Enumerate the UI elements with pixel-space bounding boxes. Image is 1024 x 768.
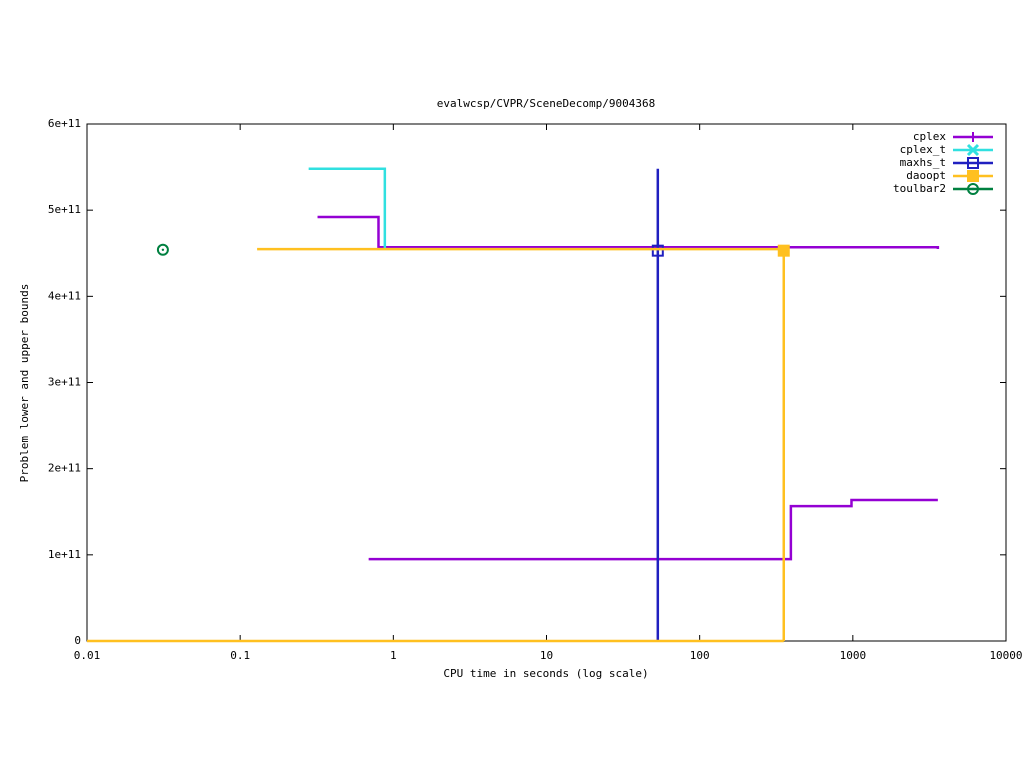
legend-label: daoopt	[906, 169, 946, 182]
chart-title: evalwcsp/CVPR/SceneDecomp/9004368	[437, 97, 656, 110]
legend-label: cplex	[913, 130, 946, 143]
y-tick-label: 4e+11	[48, 289, 81, 302]
legend-label: cplex_t	[900, 143, 946, 156]
marker	[966, 143, 980, 157]
legend-label: maxhs_t	[900, 156, 946, 169]
plot-border	[86, 123, 1007, 642]
x-axis-label: CPU time in seconds (log scale)	[443, 667, 648, 680]
legend-label: toulbar2	[893, 182, 946, 195]
marker	[967, 170, 979, 182]
y-tick-label: 3e+11	[48, 376, 81, 389]
x-tick-label: 1000	[840, 649, 867, 662]
marker	[777, 244, 790, 257]
y-axis-label: Problem lower and upper bounds	[18, 284, 31, 483]
series-line	[308, 167, 387, 250]
x-tick-label: 0.01	[74, 649, 101, 662]
marker	[156, 243, 169, 256]
marker	[967, 157, 979, 169]
y-tick-label: 1e+11	[48, 548, 81, 561]
marker	[651, 244, 664, 257]
y-tick-label: 0	[74, 634, 81, 647]
y-tick-label: 5e+11	[48, 203, 81, 216]
series-line	[87, 247, 786, 643]
x-tick-label: 100	[690, 649, 710, 662]
x-tick-label: 0.1	[230, 649, 250, 662]
marker	[967, 183, 979, 195]
x-tick-label: 10	[540, 649, 553, 662]
series-line	[317, 215, 940, 561]
y-tick-label: 2e+11	[48, 462, 81, 475]
x-tick-label: 1	[390, 649, 397, 662]
marker	[968, 132, 978, 142]
x-tick-label: 10000	[989, 649, 1022, 662]
y-tick-label: 6e+11	[48, 117, 81, 130]
